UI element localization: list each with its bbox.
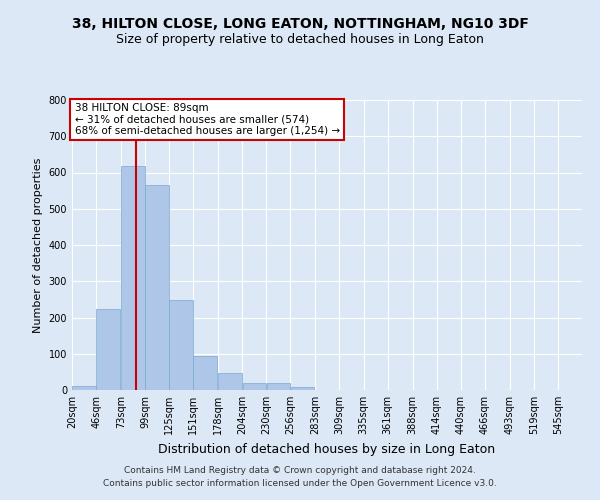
Y-axis label: Number of detached properties: Number of detached properties <box>33 158 43 332</box>
Bar <box>242 383 266 390</box>
Text: Contains HM Land Registry data © Crown copyright and database right 2024.
Contai: Contains HM Land Registry data © Crown c… <box>103 466 497 487</box>
Bar <box>266 383 290 390</box>
Text: Size of property relative to detached houses in Long Eaton: Size of property relative to detached ho… <box>116 32 484 46</box>
Bar <box>290 388 314 390</box>
Bar <box>169 300 193 390</box>
Text: 38, HILTON CLOSE, LONG EATON, NOTTINGHAM, NG10 3DF: 38, HILTON CLOSE, LONG EATON, NOTTINGHAM… <box>71 18 529 32</box>
Text: 38 HILTON CLOSE: 89sqm
← 31% of detached houses are smaller (574)
68% of semi-de: 38 HILTON CLOSE: 89sqm ← 31% of detached… <box>74 103 340 136</box>
X-axis label: Distribution of detached houses by size in Long Eaton: Distribution of detached houses by size … <box>158 442 496 456</box>
Bar <box>96 309 120 390</box>
Bar <box>72 386 96 390</box>
Bar <box>145 185 169 390</box>
Bar <box>218 372 242 390</box>
Bar <box>121 166 145 390</box>
Bar <box>193 356 217 390</box>
